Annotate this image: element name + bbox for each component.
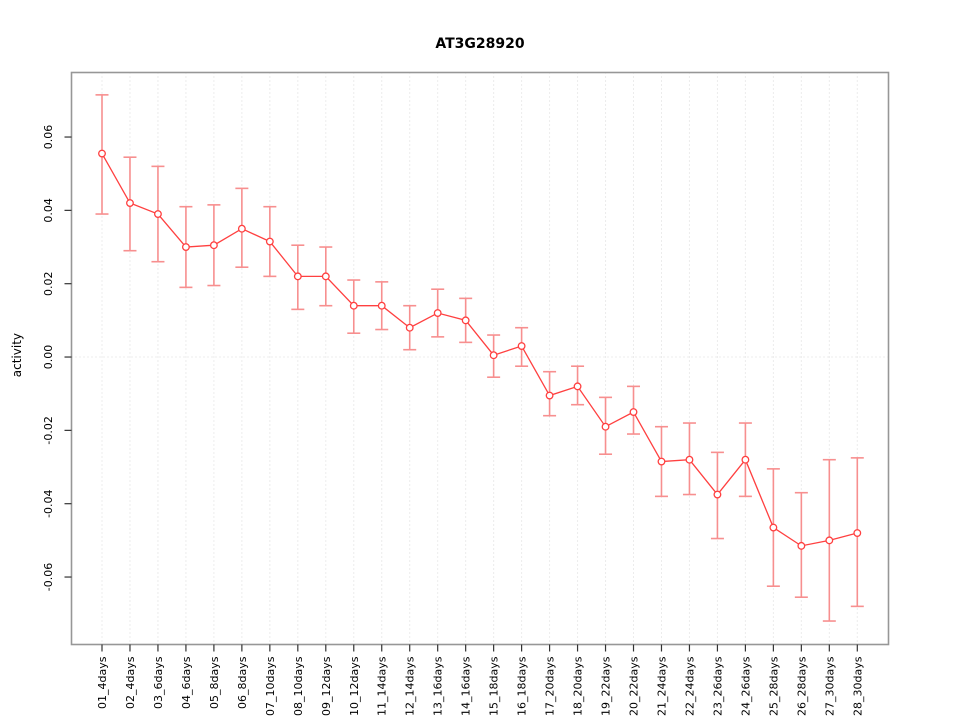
x-tick-label: 28_30days [851, 656, 864, 716]
x-tick-label: 01_4days [96, 656, 109, 709]
y-tick-label: 0.00 [42, 345, 55, 370]
data-point [769, 523, 778, 532]
data-point [517, 342, 526, 350]
x-tick-label: 02_4days [124, 656, 137, 709]
x-tick-label: 08_10days [292, 656, 305, 716]
y-tick-label: 0.02 [42, 271, 55, 296]
x-tick-label: 17_20days [544, 656, 557, 716]
data-point [209, 241, 218, 250]
data-point [489, 351, 498, 360]
data-point [853, 529, 862, 537]
x-tick-label: 26_28days [795, 656, 808, 716]
data-point [293, 272, 302, 281]
data-point [321, 272, 330, 281]
x-tick-label: 19_22days [600, 656, 613, 716]
data-point [797, 541, 806, 550]
data-point [573, 382, 582, 391]
x-tick-label: 16_18days [516, 656, 529, 716]
x-tick-label: 13_16days [432, 656, 445, 716]
data-line [101, 153, 858, 547]
chart-title: AT3G28920 [435, 36, 525, 52]
data-point [98, 149, 106, 158]
data-point [433, 309, 442, 317]
y-tick-label: -0.04 [42, 489, 55, 517]
data-point [153, 210, 162, 218]
x-tick-label: 09_12days [320, 656, 333, 716]
data-point [405, 323, 414, 332]
x-tick-label: 06_8days [236, 656, 249, 709]
y-tick-label: 0.06 [42, 125, 55, 150]
x-tick-label: 15_18days [488, 656, 501, 716]
data-point [545, 391, 554, 400]
data-point [461, 316, 470, 325]
data-point [741, 455, 750, 464]
x-tick-label: 04_6days [180, 656, 193, 709]
data-point [601, 422, 610, 431]
x-tick-label: 03_6days [152, 656, 165, 709]
data-point [629, 408, 638, 416]
data-point [377, 301, 386, 310]
x-tick-label: 20_22days [628, 656, 641, 716]
x-tick-label: 05_8days [208, 656, 221, 709]
data-point [349, 301, 358, 310]
data-point [265, 237, 274, 246]
x-tick-label: 23_26days [711, 656, 724, 716]
data-point [685, 455, 694, 464]
x-tick-label: 12_14days [404, 656, 417, 716]
plot-box [70, 71, 890, 646]
x-tick-label: 25_28days [767, 656, 780, 716]
x-tick-label: 10_12days [348, 656, 361, 716]
data-point [713, 490, 722, 499]
x-tick-label: 11_14days [376, 656, 389, 716]
data-point [825, 536, 834, 545]
data-point [657, 457, 666, 466]
data-point [126, 199, 134, 207]
x-tick-label: 22_24days [683, 656, 696, 716]
y-tick-label: -0.02 [42, 416, 55, 444]
data-point [237, 224, 246, 233]
y-tick-label: -0.06 [42, 563, 55, 591]
x-tick-label: 14_16days [460, 656, 473, 716]
data-point [181, 243, 190, 251]
x-tick-label: 07_10days [264, 656, 277, 716]
x-tick-label: 24_26days [739, 656, 752, 716]
x-tick-label: 21_24days [655, 656, 668, 716]
x-tick-label: 18_20days [572, 656, 585, 716]
y-tick-label: 0.04 [42, 198, 55, 223]
x-tick-label: 27_30days [823, 656, 836, 716]
